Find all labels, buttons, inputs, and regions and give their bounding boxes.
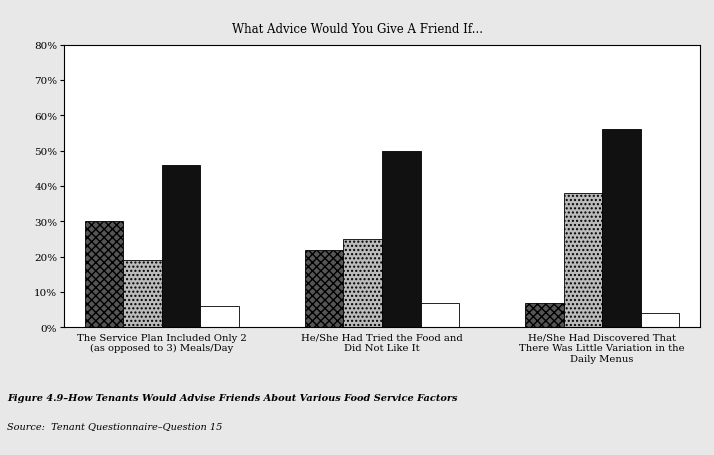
- Bar: [640, 313, 679, 328]
- Bar: [124, 261, 162, 328]
- Bar: [343, 239, 382, 328]
- Bar: [305, 250, 343, 328]
- Bar: [85, 222, 124, 328]
- Bar: [525, 303, 563, 328]
- Bar: [162, 165, 201, 328]
- Text: Source:  Tenant Questionnaire–Question 15: Source: Tenant Questionnaire–Question 15: [7, 421, 223, 430]
- Bar: [201, 307, 239, 328]
- Text: Figure 4.9–How Tenants Would Advise Friends About Various Food Service Factors: Figure 4.9–How Tenants Would Advise Frie…: [7, 394, 458, 403]
- Bar: [563, 194, 602, 328]
- Text: What Advice Would You Give A Friend If...: What Advice Would You Give A Friend If..…: [231, 23, 483, 36]
- Bar: [382, 151, 421, 328]
- Bar: [602, 130, 640, 328]
- Bar: [421, 303, 459, 328]
